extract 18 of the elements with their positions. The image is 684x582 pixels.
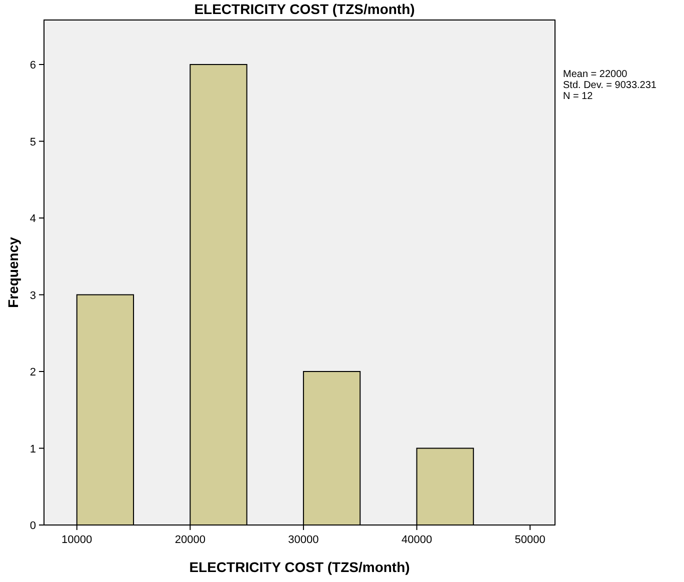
y-tick-label: 4 — [30, 213, 36, 226]
chart-title: ELECTRICITY COST (TZS/month) — [194, 1, 415, 17]
x-axis-title: ELECTRICITY COST (TZS/month) — [189, 559, 410, 575]
y-tick-label: 3 — [30, 290, 36, 302]
text: N = 12 — [563, 91, 594, 102]
y-tick-label: 0 — [30, 520, 36, 532]
x-tick-label: 50000 — [514, 534, 546, 546]
x-tick-label: 20000 — [174, 534, 206, 546]
x-tick-label: 30000 — [288, 534, 319, 546]
text: Mean = 22000 — [563, 69, 628, 80]
y-tick-label: 2 — [30, 366, 36, 379]
y-tick-label: 6 — [30, 60, 36, 72]
y-axis-title: Frequency — [5, 236, 21, 308]
text: Std. Dev. = 9033.231 — [563, 80, 657, 91]
x-tick-label: 40000 — [401, 534, 432, 546]
y-tick-label: 1 — [30, 443, 36, 456]
x-tick-label: 10000 — [62, 534, 92, 546]
y-tick-label: 5 — [30, 136, 36, 148]
